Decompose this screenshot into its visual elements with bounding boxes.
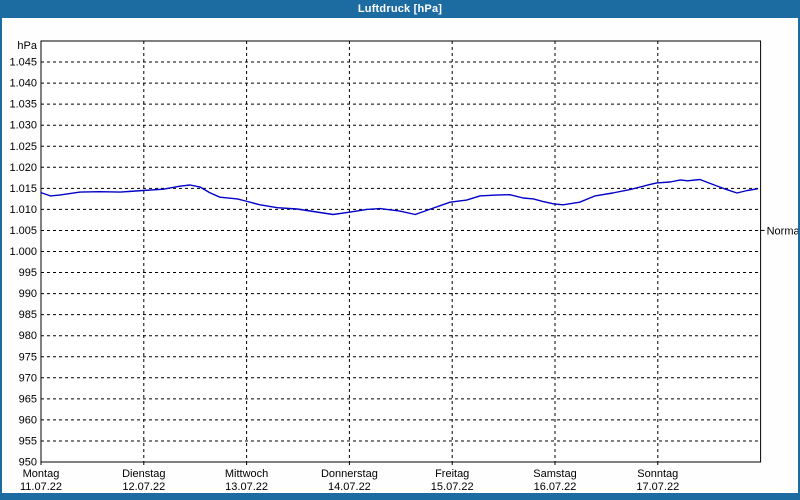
x-day-label: Montag	[23, 468, 60, 480]
x-day-label: Freitag	[435, 468, 469, 480]
plot-frame	[40, 40, 762, 463]
x-day-label: Samstag	[533, 468, 576, 480]
title-bar: Luftdruck [hPa]	[0, 0, 800, 18]
x-date-label: 12.07.22	[122, 481, 165, 493]
x-day-label: Mittwoch	[225, 468, 268, 480]
y-tick-label: 1.045	[9, 57, 37, 69]
y-tick-label: 1.005	[9, 225, 37, 237]
x-date-label: 14.07.22	[328, 481, 371, 493]
y-tick-label: 995	[19, 267, 37, 279]
normal-label: Normal	[767, 225, 798, 237]
frame-left-border	[0, 18, 2, 493]
frame-bottom-border	[0, 493, 800, 500]
y-tick-label: 1.035	[9, 99, 37, 111]
x-date-label: 15.07.22	[431, 481, 474, 493]
y-tick-label: 980	[19, 330, 37, 342]
y-tick-label: 950	[19, 457, 37, 469]
chart-area: 1.045 1.040 1.035 1.030 1.025 1.020 1.015 1.010…	[2, 18, 800, 493]
x-date-label: 17.07.22	[636, 481, 679, 493]
y-tick-label: 960	[19, 414, 37, 426]
y-tick-label: 1.010	[9, 204, 37, 216]
y-tick-label: 985	[19, 309, 37, 321]
x-date-label: 13.07.22	[225, 481, 268, 493]
y-tick-label: 990	[19, 288, 37, 300]
x-date-label: 11.07.22	[20, 481, 62, 493]
y-tick-label: 1.000	[9, 246, 37, 258]
y-tick-label: 1.020	[9, 162, 37, 174]
window-title: Luftdruck [hPa]	[357, 3, 443, 15]
y-axis-unit-label: hPa	[17, 40, 37, 52]
y-tick-label: 1.025	[9, 141, 37, 153]
y-tick-label: 965	[19, 393, 37, 405]
x-date-label: 16.07.22	[534, 481, 577, 493]
x-day-label: Donnerstag	[321, 468, 378, 480]
y-tick-label: 975	[19, 351, 37, 363]
pressure-chart: 1.045 1.040 1.035 1.030 1.025 1.020 1.015 1.010…	[9, 40, 800, 493]
x-day-label: Sonntag	[637, 468, 678, 480]
y-tick-label: 970	[19, 372, 37, 384]
pressure-line	[40, 178, 759, 216]
y-tick-label: 1.015	[9, 183, 37, 195]
y-tick-label: 955	[19, 435, 37, 447]
frame-right-border	[798, 18, 800, 493]
x-day-label: Dienstag	[122, 468, 165, 480]
y-tick-label: 1.040	[9, 78, 37, 90]
y-tick-label: 1.030	[9, 120, 37, 132]
